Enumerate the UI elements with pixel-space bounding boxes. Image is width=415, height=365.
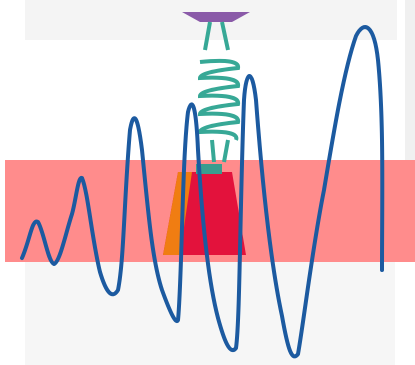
page: [0, 0, 415, 365]
side-panel: [405, 0, 415, 160]
illustration: [0, 0, 415, 365]
